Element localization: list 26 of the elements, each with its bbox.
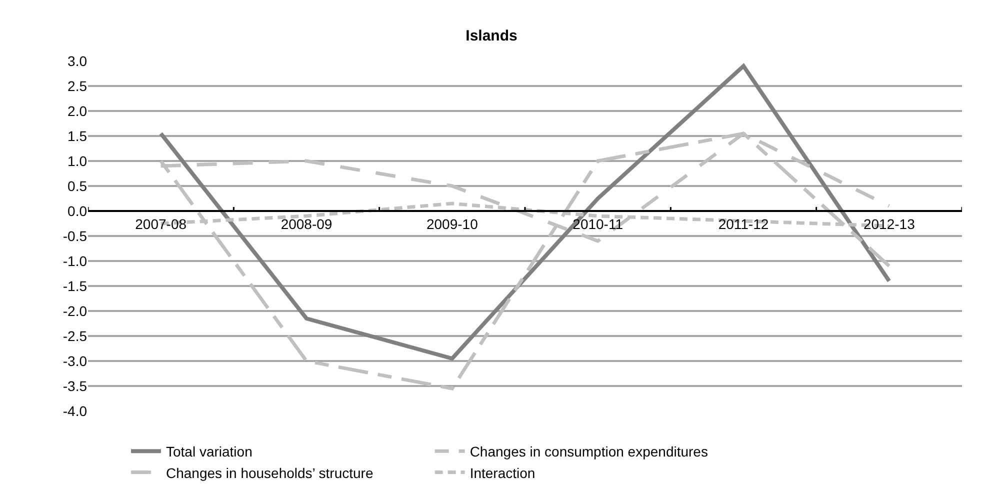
y-tick-label: -3.5 xyxy=(62,378,88,394)
y-tick-label: 0.5 xyxy=(68,178,88,194)
legend-label: Interaction xyxy=(470,464,536,481)
y-tick-label: -2.5 xyxy=(62,328,88,344)
x-tick-label: 2009-10 xyxy=(426,216,478,232)
y-tick-label: -0.5 xyxy=(62,228,88,244)
legend-label: Total variation xyxy=(166,444,252,460)
chart-title: Islands xyxy=(466,27,518,44)
legend-label: Changes in households’ structure xyxy=(166,464,374,481)
legend-label: Changes in consumption expenditures xyxy=(470,444,708,460)
x-tick-label: 2011-12 xyxy=(718,216,769,232)
y-tick-label: 0.0 xyxy=(68,202,88,219)
y-tick-label: 2.0 xyxy=(68,102,88,119)
y-tick-label: -4.0 xyxy=(62,402,88,419)
y-tick-label: 1.0 xyxy=(68,152,88,169)
x-tick-label: 2008-09 xyxy=(280,216,332,232)
x-tick-label: 2010-11 xyxy=(572,216,624,232)
y-tick-label: 3.0 xyxy=(68,52,88,69)
x-tick-label: 2007-08 xyxy=(135,216,187,232)
y-tick-label: -2.0 xyxy=(62,302,88,319)
y-tick-label: -1.0 xyxy=(62,252,88,269)
y-tick-label: -3.0 xyxy=(62,352,88,369)
x-tick-label: 2012-13 xyxy=(863,216,916,232)
y-tick-label: 2.5 xyxy=(68,78,88,94)
y-tick-label: -1.5 xyxy=(62,278,88,294)
y-tick-label: 1.5 xyxy=(68,128,88,144)
